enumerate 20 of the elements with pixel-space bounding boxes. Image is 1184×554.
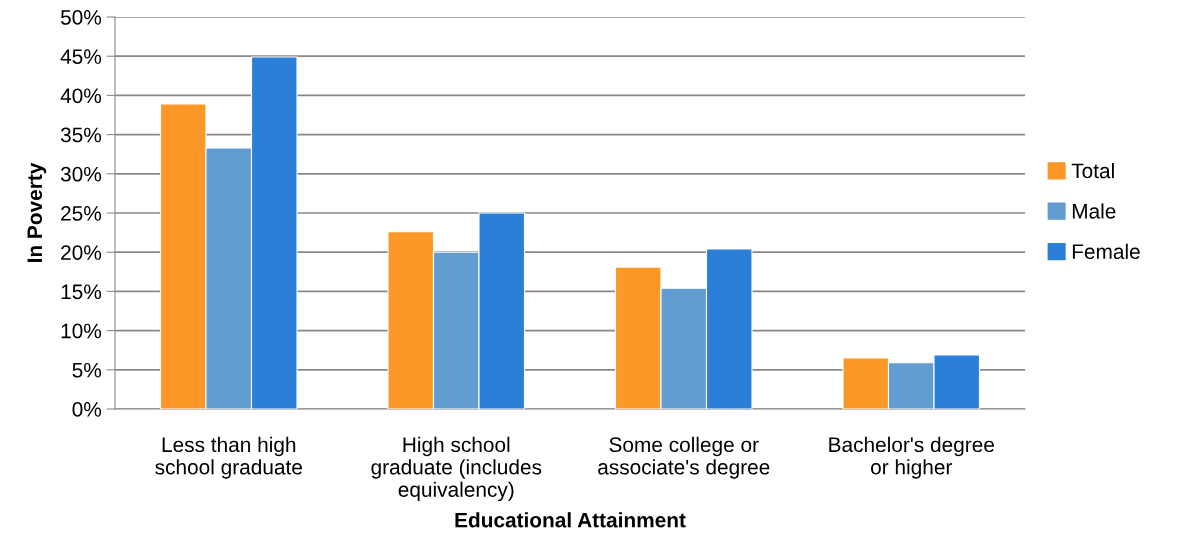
y-tick-label: 35% — [60, 127, 102, 143]
x-tick-label: Less than high school graduate — [155, 436, 302, 479]
y-axis-title: In Poverty — [27, 162, 47, 262]
x-axis-title: Educational Attainment — [455, 512, 686, 528]
y-tick-label: 30% — [60, 166, 102, 182]
legend-label: Female — [1072, 243, 1140, 260]
y-tick-label: 40% — [60, 88, 102, 104]
y-tick-label: 10% — [61, 323, 102, 339]
y-tick-label: 15% — [61, 284, 102, 300]
y-tick-label: 45% — [60, 49, 102, 64]
x-tick-label: High school graduate (includes equivalency) — [371, 436, 542, 502]
y-tick-label: 25% — [61, 206, 102, 221]
y-tick-label: 0% — [72, 402, 102, 417]
x-tick-label: Bachelor's degree or higher — [829, 436, 994, 479]
y-tick-label: 20% — [61, 245, 102, 260]
y-tick-label: 5% — [72, 362, 102, 378]
x-tick-label: Some college or associate's degree — [598, 436, 770, 479]
y-tick-label: 50% — [60, 10, 102, 25]
legend-label: Total — [1071, 162, 1114, 179]
legend-label: Male — [1072, 203, 1116, 219]
